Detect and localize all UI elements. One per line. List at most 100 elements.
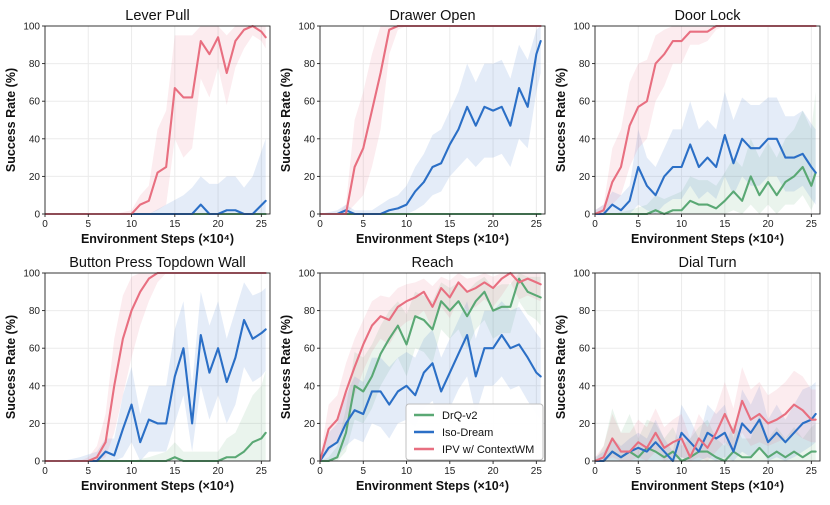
y-tick-label: 100 [23, 269, 40, 280]
series-line-ipv-w-contextwm [595, 399, 817, 462]
x-tick-label: 10 [401, 219, 413, 230]
series-line-ipv-w-contextwm [320, 271, 542, 462]
y-tick-label: 60 [29, 97, 41, 108]
x-tick-label: 15 [444, 219, 456, 230]
subplot-lever-pull: 0 5 10 15 20 25 0 20 40 60 80 100 Lever Pull Environm… [4, 8, 271, 246]
band-ipv-w-contextwm [595, 367, 816, 461]
legend: DrQ-v2 Iso-Dream IPV w/ ContextWM [405, 403, 544, 461]
x-tick-label: 25 [806, 466, 818, 477]
y-tick-label: 20 [304, 419, 316, 430]
x-tick-label: 15 [719, 219, 731, 230]
x-tick-label: 0 [42, 466, 48, 477]
y-tick-label: 0 [34, 210, 40, 221]
plot-area [45, 271, 267, 462]
x-tick-label: 25 [256, 466, 268, 477]
series-line-iso-dream [595, 412, 817, 462]
axes-frame [319, 272, 546, 462]
x-tick-label: 5 [360, 219, 366, 230]
y-tick-label: 60 [304, 97, 316, 108]
x-tick-label: 0 [42, 219, 48, 230]
x-tick-label: 20 [488, 219, 500, 230]
x-tick-label: 0 [317, 219, 323, 230]
y-tick-label: 80 [579, 59, 591, 70]
y-tick-label: 0 [309, 210, 315, 221]
axes-frame [594, 272, 821, 462]
x-tick-label: 5 [85, 219, 91, 230]
y-tick-label: 40 [579, 134, 591, 145]
x-axis-label: Environment Steps (×10⁴) [631, 479, 784, 493]
y-tick-label: 60 [579, 344, 591, 355]
band-ipv-w-contextwm [320, 273, 541, 461]
y-tick-label: 40 [29, 134, 41, 145]
y-tick-label: 20 [29, 172, 41, 183]
series-line-drq-v2 [595, 446, 817, 462]
subplot-button-press-topdown-wall: 0 5 10 15 20 25 0 20 40 60 80 100 Button Press Topdo… [4, 255, 271, 493]
plot-area [595, 367, 817, 462]
y-tick-label: 60 [29, 344, 41, 355]
x-tick-label: 10 [676, 219, 688, 230]
x-tick-label: 25 [256, 219, 268, 230]
y-tick-label: 100 [298, 269, 315, 280]
plot-area [595, 24, 817, 215]
series-line-drq-v2 [320, 277, 542, 462]
x-tick-label: 10 [676, 466, 688, 477]
band-iso-dream [320, 26, 541, 214]
x-tick-label: 10 [126, 466, 138, 477]
x-axis-label: Environment Steps (×10⁴) [81, 232, 234, 246]
series-line-iso-dream [595, 133, 817, 215]
legend-label: DrQ-v2 [442, 410, 477, 422]
legend-box [405, 403, 544, 461]
y-tick-label: 80 [29, 59, 41, 70]
y-tick-label: 100 [23, 22, 40, 33]
band-ipv-w-contextwm [45, 26, 266, 214]
x-tick-label: 25 [531, 219, 543, 230]
legend-label: IPV w/ ContextWM [442, 444, 534, 456]
y-tick-label: 20 [304, 172, 316, 183]
series-line-iso-dream [45, 318, 267, 462]
x-axis-label: Environment Steps (×10⁴) [81, 479, 234, 493]
y-tick-label: 40 [29, 381, 41, 392]
legend-label: Iso-Dream [442, 427, 493, 439]
y-tick-label: 40 [304, 381, 316, 392]
band-iso-dream [595, 91, 816, 214]
x-tick-label: 20 [213, 466, 225, 477]
x-tick-label: 20 [763, 466, 775, 477]
x-tick-label: 20 [213, 219, 225, 230]
subplot-title: Reach [412, 255, 454, 271]
y-tick-label: 20 [579, 172, 591, 183]
subplot-title: Door Lock [674, 8, 741, 24]
x-tick-label: 15 [169, 219, 181, 230]
x-tick-label: 10 [401, 466, 413, 477]
x-tick-label: 25 [806, 219, 818, 230]
x-axis-label: Environment Steps (×10⁴) [631, 232, 784, 246]
band-iso-dream [320, 301, 541, 461]
x-tick-label: 0 [592, 219, 598, 230]
y-tick-label: 40 [579, 381, 591, 392]
x-tick-label: 5 [635, 219, 641, 230]
subplot-title: Dial Turn [678, 255, 736, 271]
band-iso-dream [45, 138, 266, 214]
y-tick-label: 80 [579, 306, 591, 317]
y-tick-label: 20 [579, 419, 591, 430]
axes-frame [319, 25, 546, 215]
x-tick-label: 0 [592, 466, 598, 477]
subplot-drawer-open: 0 5 10 15 20 25 0 20 40 60 80 100 Drawer Open Environ… [279, 8, 546, 246]
y-tick-label: 80 [29, 306, 41, 317]
x-tick-label: 25 [531, 466, 543, 477]
series-line-iso-dream [320, 333, 542, 462]
subplot-reach: 0 5 10 15 20 25 0 20 40 60 80 100 Reach Environment S… [279, 255, 546, 493]
x-tick-label: 15 [719, 466, 731, 477]
band-drq-v2 [595, 91, 816, 214]
axes-frame [44, 272, 271, 462]
subplot-title: Drawer Open [389, 8, 475, 24]
y-tick-label: 0 [584, 210, 590, 221]
series-line-drq-v2 [595, 165, 817, 215]
x-tick-label: 5 [635, 466, 641, 477]
band-ipv-w-contextwm [320, 26, 541, 214]
band-drq-v2 [320, 273, 541, 461]
y-axis-label: Success Rate (%) [279, 315, 293, 419]
y-tick-label: 0 [34, 457, 40, 468]
axes-frame [594, 25, 821, 215]
x-tick-label: 20 [488, 466, 500, 477]
y-tick-label: 80 [304, 306, 316, 317]
